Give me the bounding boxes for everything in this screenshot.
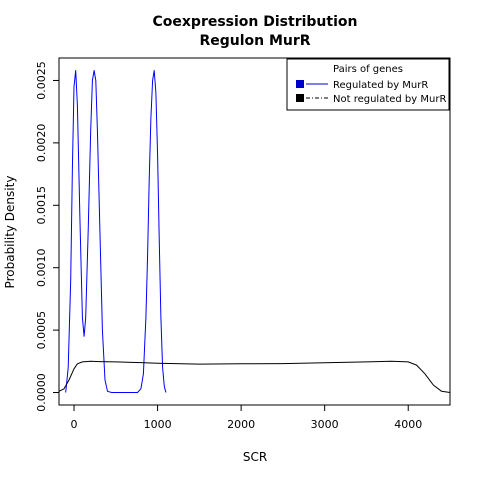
chart-subtitle: Regulon MurR xyxy=(199,33,310,49)
x-tick-label: 1000 xyxy=(144,418,172,431)
y-tick-label: 0.0015 xyxy=(35,186,48,225)
y-tick-label: 0.0010 xyxy=(35,248,48,287)
x-tick-label: 0 xyxy=(71,418,78,431)
chart-title: Coexpression Distribution xyxy=(153,14,358,30)
series-line-not-regulated xyxy=(58,360,451,393)
plot-frame xyxy=(58,57,451,406)
x-axis-label: SCR xyxy=(243,450,267,464)
series-layer xyxy=(58,70,451,393)
legend-title: Pairs of genes xyxy=(333,64,403,75)
legend: Pairs of genes Regulated by MurR Not reg… xyxy=(286,58,450,111)
series-line-regulated xyxy=(65,70,167,393)
legend-entry-regulated: Regulated by MurR xyxy=(333,80,428,91)
x-tick-label: 3000 xyxy=(311,418,339,431)
y-tick-label: 0.0020 xyxy=(35,124,48,163)
y-axis: 0.0000 0.0005 0.0010 0.0015 0.0020 0.0025 xyxy=(35,61,59,412)
y-tick-label: 0.0000 xyxy=(35,373,48,412)
x-tick-label: 2000 xyxy=(227,418,255,431)
legend-swatch-regulated xyxy=(296,80,304,88)
legend-entry-not-regulated: Not regulated by MurR xyxy=(333,94,446,105)
legend-swatch-not-regulated xyxy=(296,94,304,102)
x-axis: 0 1000 2000 3000 4000 xyxy=(71,405,422,431)
y-tick-label: 0.0025 xyxy=(35,61,48,100)
y-axis-label: Probability Density xyxy=(3,176,17,289)
x-tick-label: 4000 xyxy=(394,418,422,431)
y-tick-label: 0.0005 xyxy=(35,311,48,350)
